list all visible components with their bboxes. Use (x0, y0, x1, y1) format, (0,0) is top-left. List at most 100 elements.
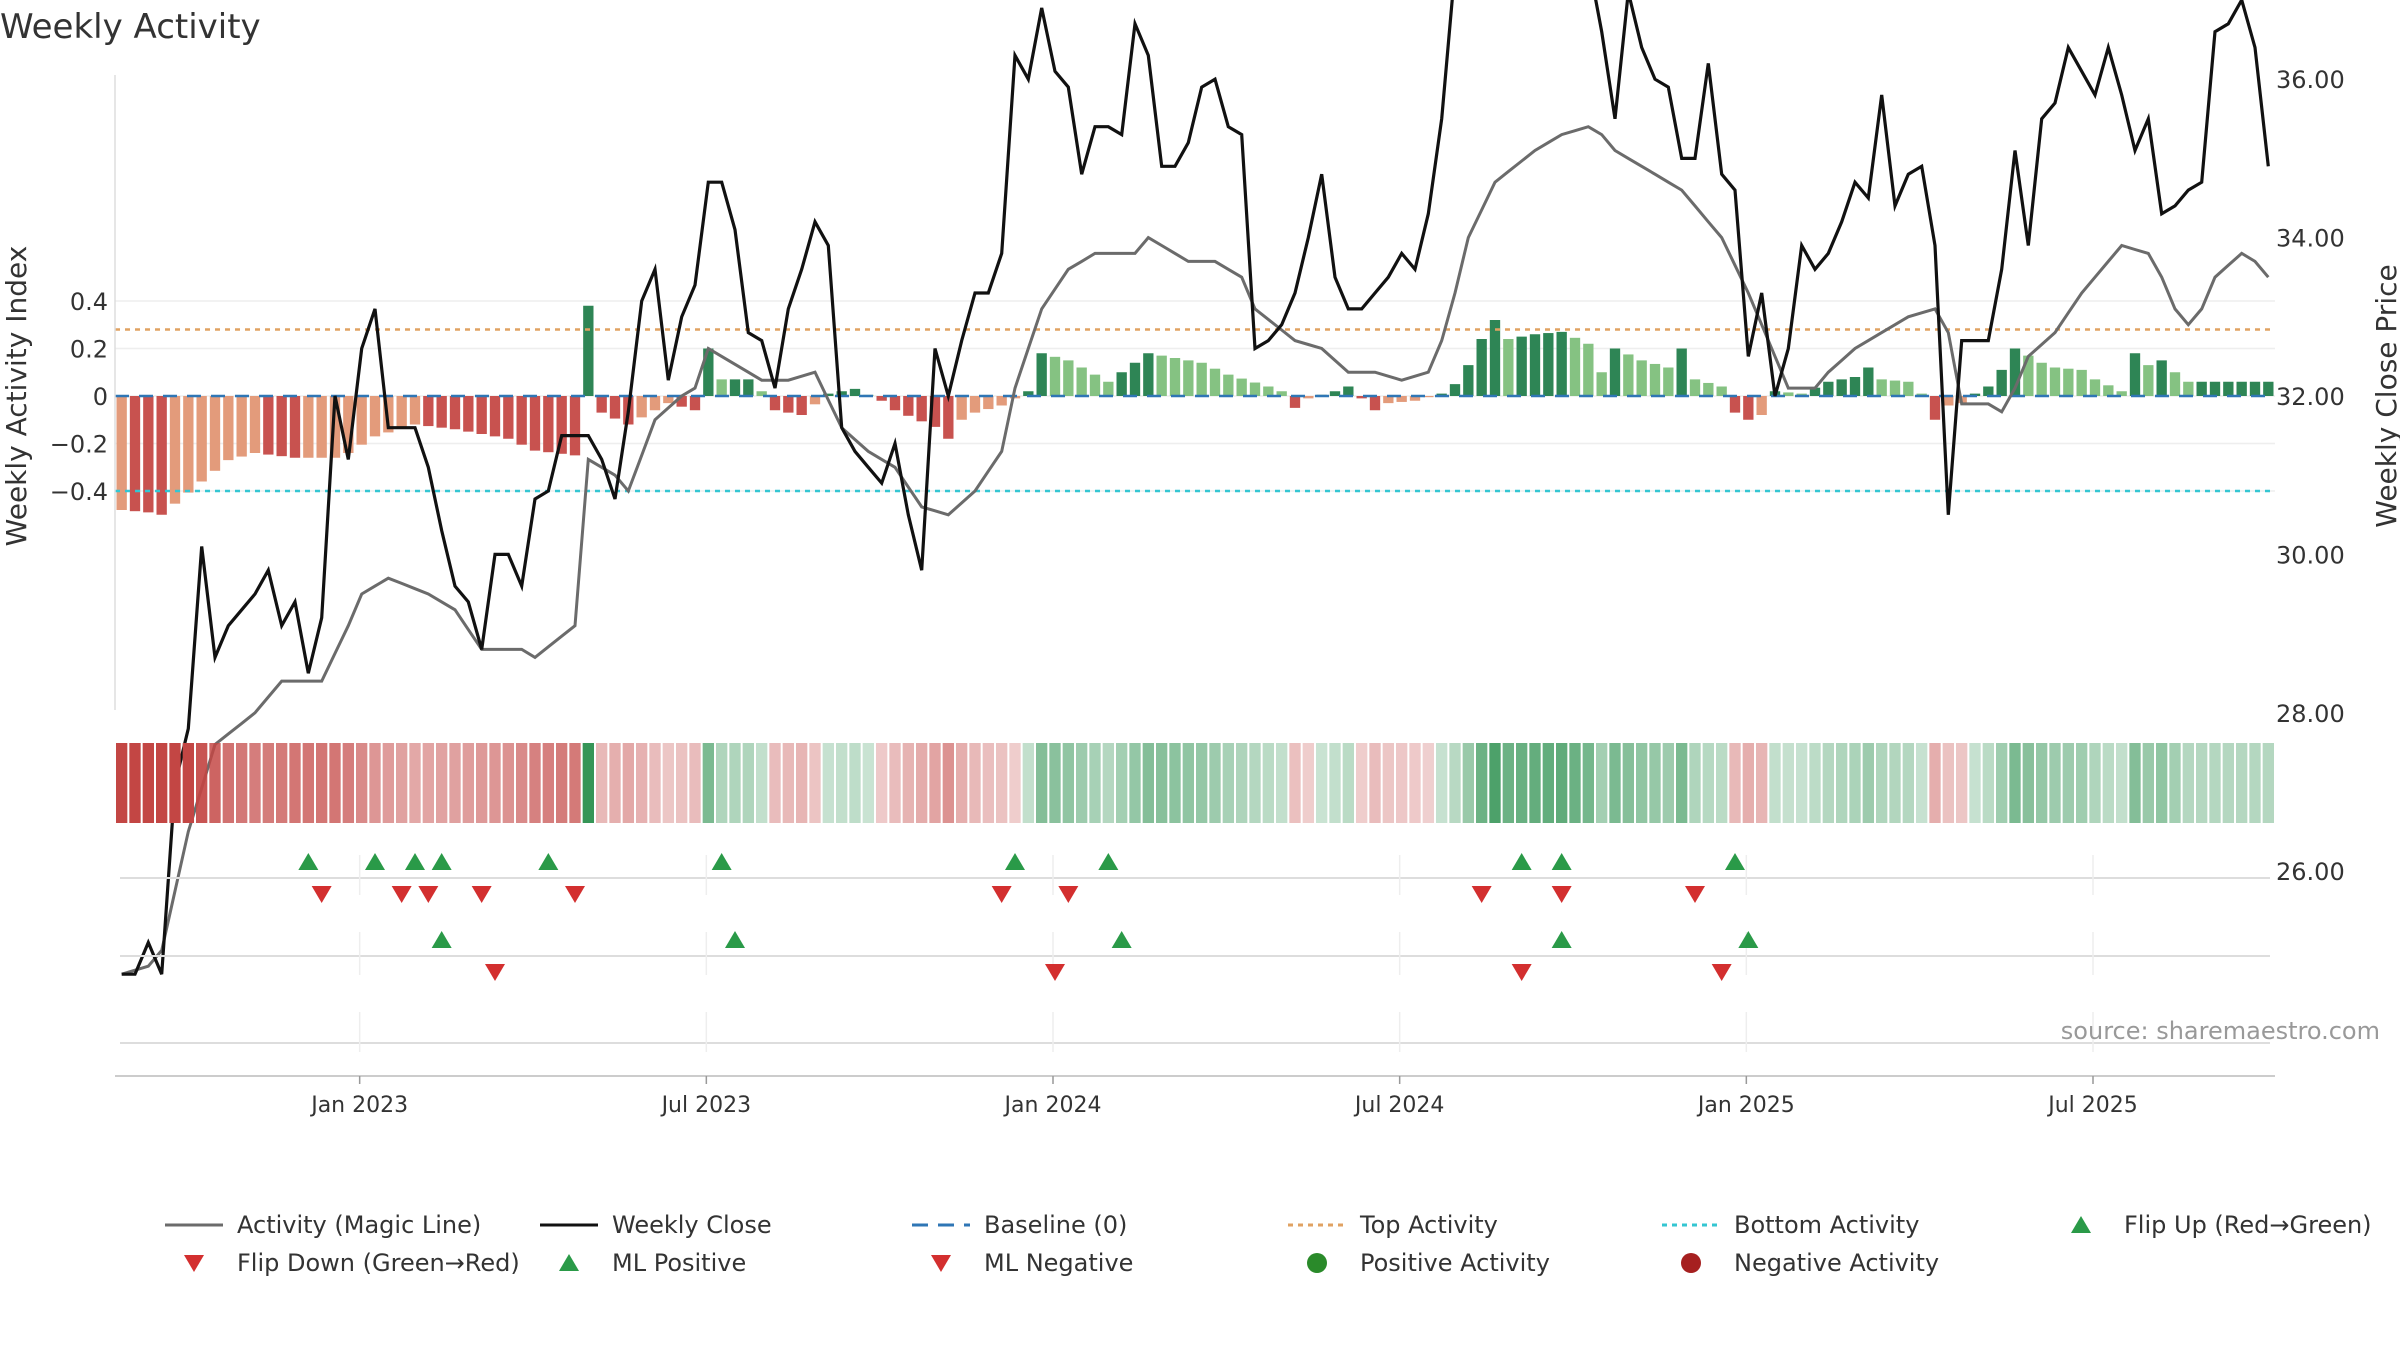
y2-tick-label: 28.00 (2276, 700, 2345, 728)
activity-bar (1223, 374, 1234, 396)
heat-cell (1982, 743, 1994, 823)
heat-cell (956, 743, 968, 823)
activity-bar (2129, 353, 2141, 396)
activity-bar (409, 396, 421, 425)
activity-bar (1343, 386, 1354, 396)
activity-bar (2236, 381, 2247, 396)
heat-cell (1262, 743, 1274, 823)
activity-bar (849, 388, 861, 396)
heat-cell (1369, 743, 1381, 823)
flip-down-marker (1685, 886, 1705, 903)
activity-bar (169, 396, 181, 504)
heat-cell (1116, 743, 1128, 823)
activity-bar (116, 396, 127, 510)
heat-cell (142, 743, 154, 823)
heat-cell (596, 743, 608, 823)
activity-bar (1409, 396, 1421, 401)
heat-cell (1702, 743, 1714, 823)
heat-cell (876, 743, 888, 823)
heat-cell (942, 743, 954, 823)
activity-bar (343, 396, 354, 453)
heat-cell (1622, 743, 1634, 823)
activity-bar (1276, 391, 1287, 396)
heat-cell (1662, 743, 1674, 823)
heat-cell (502, 743, 514, 823)
activity-bar (543, 396, 554, 453)
activity-bar (1036, 353, 1047, 396)
activity-bar (1049, 356, 1061, 396)
y-tick-label: 0 (93, 383, 108, 411)
heat-cell (276, 743, 288, 823)
activity-bar (143, 396, 154, 513)
heat-cell (1849, 743, 1861, 823)
flip-down-marker (1511, 964, 1532, 981)
heat-cell (796, 743, 808, 823)
heat-cell (342, 743, 354, 823)
flip-down-marker (391, 886, 412, 903)
heat-cell (1289, 743, 1301, 823)
activity-bar (2089, 379, 2101, 396)
heat-cell (849, 743, 861, 823)
legend-label: Top Activity (1359, 1211, 1498, 1239)
heat-cell (382, 743, 394, 823)
heat-cell (2076, 743, 2088, 823)
activity-bar (1356, 396, 1367, 399)
heat-cell (1129, 743, 1141, 823)
heat-cell (1089, 743, 1101, 823)
legend-label: Positive Activity (1360, 1249, 1550, 1277)
activity-bar (2036, 362, 2047, 396)
activity-bar (1076, 367, 1087, 396)
legend-item-mlneg: ML Negative (931, 1249, 1133, 1277)
heat-cell (2249, 743, 2261, 823)
heat-cell (1756, 743, 1768, 823)
activity-bar (809, 396, 821, 405)
legend-label: Weekly Close (612, 1211, 772, 1239)
heat-cell (542, 743, 554, 823)
heat-cell (582, 743, 594, 823)
heat-cell (2222, 743, 2234, 823)
activity-bar (1369, 396, 1381, 411)
activity-bar (1703, 382, 1714, 396)
flip-up-marker (365, 853, 385, 870)
activity-bar (1676, 348, 1687, 396)
heat-cell (249, 743, 261, 823)
flip-up-marker (1005, 853, 1025, 870)
activity-bar (2023, 355, 2034, 396)
activity-bar (289, 396, 301, 458)
heat-cell (809, 743, 821, 823)
heat-cell (222, 743, 234, 823)
activity-bar (2263, 381, 2274, 396)
activity-bar (1129, 362, 1141, 396)
heat-cell (1036, 743, 1048, 823)
activity-bar (516, 396, 527, 445)
heat-cell (462, 743, 474, 823)
flip-up-marker (1551, 931, 1572, 948)
activity-bar (676, 396, 687, 407)
activity-bar (1116, 372, 1127, 396)
activity-bar (1089, 374, 1101, 396)
activity-bar (983, 396, 994, 410)
activity-bar (1996, 369, 2007, 396)
legend-label: Flip Down (Green→Red) (237, 1249, 520, 1277)
heat-cell (1569, 743, 1581, 823)
activity-bar (503, 396, 514, 439)
activity-bar (2116, 391, 2127, 396)
heat-cell (1636, 743, 1648, 823)
heat-cell (1916, 743, 1928, 823)
heat-cell (982, 743, 994, 823)
activity-bar (916, 396, 927, 422)
flip-up-marker (431, 853, 452, 870)
flip-down-marker (565, 886, 585, 903)
x-tick-label: Jan 2025 (1696, 1093, 1795, 1118)
heat-cell (716, 743, 728, 823)
heat-cell (1102, 743, 1114, 823)
activity-bar (1649, 363, 1661, 396)
heat-cell (116, 743, 128, 823)
legend-item-bottom: Bottom Activity (1662, 1211, 1919, 1239)
heat-cell (1156, 743, 1168, 823)
activity-bar (743, 379, 754, 396)
heat-cell (662, 743, 674, 823)
activity-bar (1156, 355, 1167, 396)
legend-label: Baseline (0) (984, 1211, 1127, 1239)
magic-line (121, 125, 2270, 976)
